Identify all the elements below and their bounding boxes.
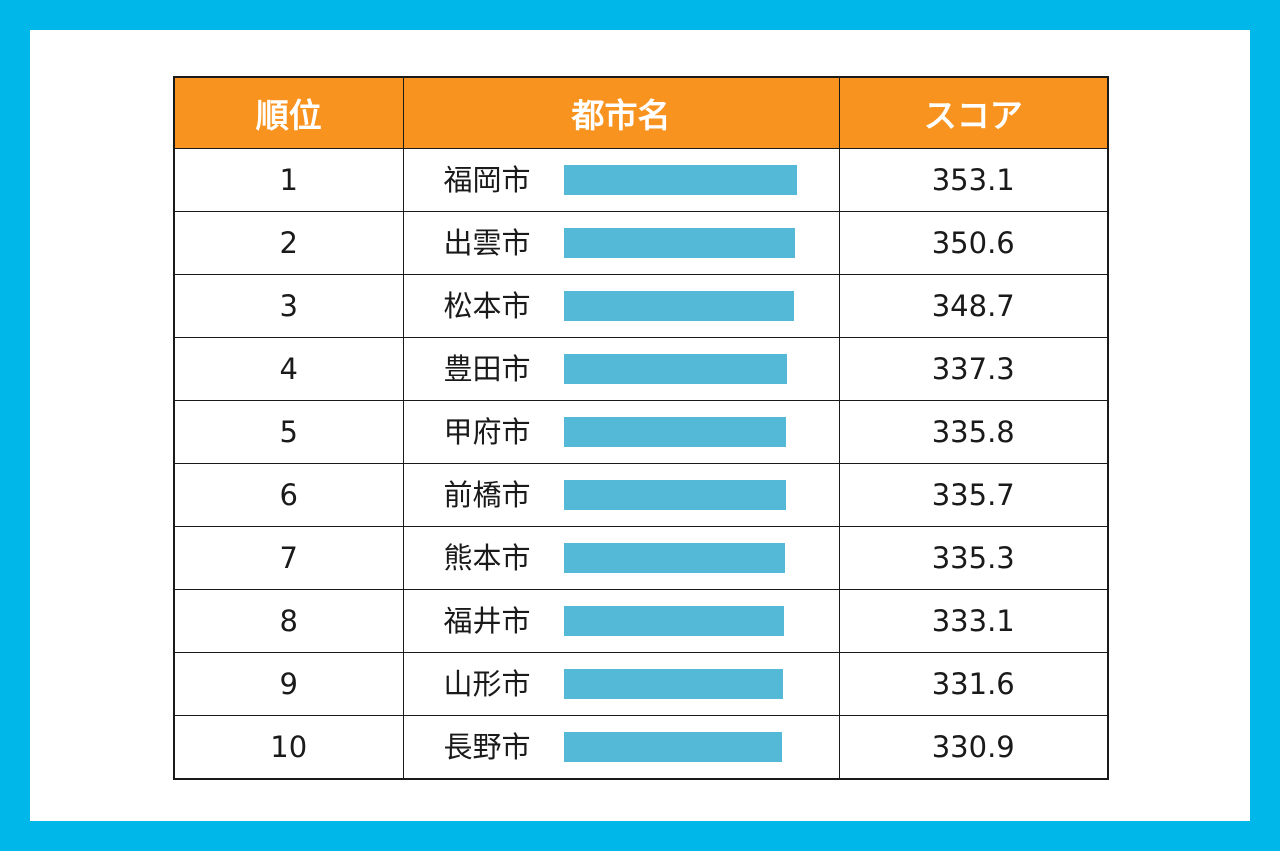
city-cell: 山形市 bbox=[402, 652, 840, 716]
score-bar bbox=[563, 669, 783, 699]
score-cell: 335.7 bbox=[838, 463, 1109, 527]
table-row: 9 山形市 331.6 bbox=[173, 652, 1109, 716]
table-row: 10 長野市 330.9 bbox=[173, 715, 1109, 780]
score-bar bbox=[563, 165, 797, 195]
city-cell: 松本市 bbox=[402, 274, 840, 338]
city-name: 前橋市 bbox=[443, 478, 531, 512]
rank-cell: 10 bbox=[173, 715, 404, 780]
header-city: 都市名 bbox=[402, 76, 840, 149]
score-cell: 331.6 bbox=[838, 652, 1109, 716]
table-row: 8 福井市 333.1 bbox=[173, 589, 1109, 653]
city-cell: 長野市 bbox=[402, 715, 840, 780]
city-name: 福岡市 bbox=[443, 163, 531, 197]
table-row: 7 熊本市 335.3 bbox=[173, 526, 1109, 590]
rank-cell: 2 bbox=[173, 211, 404, 275]
score-cell: 337.3 bbox=[838, 337, 1109, 401]
city-cell: 福井市 bbox=[402, 589, 840, 653]
rank-cell: 3 bbox=[173, 274, 404, 338]
score-cell: 350.6 bbox=[838, 211, 1109, 275]
table-row: 1 福岡市 353.1 bbox=[173, 148, 1109, 212]
score-bar bbox=[563, 354, 787, 384]
score-cell: 335.3 bbox=[838, 526, 1109, 590]
score-bar bbox=[563, 480, 786, 510]
city-name: 甲府市 bbox=[443, 415, 531, 449]
rank-cell: 6 bbox=[173, 463, 404, 527]
header-rank: 順位 bbox=[173, 76, 404, 149]
score-cell: 333.1 bbox=[838, 589, 1109, 653]
score-bar bbox=[563, 543, 785, 573]
city-cell: 熊本市 bbox=[402, 526, 840, 590]
city-name: 熊本市 bbox=[443, 541, 531, 575]
city-name: 出雲市 bbox=[443, 226, 531, 260]
table-row: 5 甲府市 335.8 bbox=[173, 400, 1109, 464]
score-bar bbox=[563, 732, 782, 762]
table-row: 4 豊田市 337.3 bbox=[173, 337, 1109, 401]
rank-cell: 1 bbox=[173, 148, 404, 212]
rank-cell: 7 bbox=[173, 526, 404, 590]
header-score: スコア bbox=[838, 76, 1109, 149]
score-cell: 330.9 bbox=[838, 715, 1109, 780]
table-row: 3 松本市 348.7 bbox=[173, 274, 1109, 338]
city-name: 福井市 bbox=[443, 604, 531, 638]
score-cell: 353.1 bbox=[838, 148, 1109, 212]
score-bar bbox=[563, 228, 795, 258]
city-cell: 前橋市 bbox=[402, 463, 840, 527]
table-header-row: 順位 都市名 スコア bbox=[173, 76, 1109, 149]
rank-cell: 4 bbox=[173, 337, 404, 401]
score-bar bbox=[563, 291, 794, 321]
city-cell: 出雲市 bbox=[402, 211, 840, 275]
score-bar bbox=[563, 606, 784, 636]
rank-cell: 5 bbox=[173, 400, 404, 464]
score-cell: 335.8 bbox=[838, 400, 1109, 464]
city-cell: 福岡市 bbox=[402, 148, 840, 212]
city-name: 長野市 bbox=[443, 730, 531, 764]
city-name: 山形市 bbox=[443, 667, 531, 701]
table-row: 2 出雲市 350.6 bbox=[173, 211, 1109, 275]
score-cell: 348.7 bbox=[838, 274, 1109, 338]
city-cell: 甲府市 bbox=[402, 400, 840, 464]
ranking-table: 順位 都市名 スコア 1 福岡市 353.1 2 出雲市 350.6 3 松本市 348.7 4 豊… bbox=[173, 76, 1109, 780]
score-bar bbox=[563, 417, 786, 447]
table-body: 1 福岡市 353.1 2 出雲市 350.6 3 松本市 348.7 4 豊田市 337.3 5 甲府市… bbox=[173, 148, 1109, 780]
rank-cell: 9 bbox=[173, 652, 404, 716]
table-row: 6 前橋市 335.7 bbox=[173, 463, 1109, 527]
rank-cell: 8 bbox=[173, 589, 404, 653]
city-cell: 豊田市 bbox=[402, 337, 840, 401]
city-name: 豊田市 bbox=[443, 352, 531, 386]
city-name: 松本市 bbox=[443, 289, 531, 323]
